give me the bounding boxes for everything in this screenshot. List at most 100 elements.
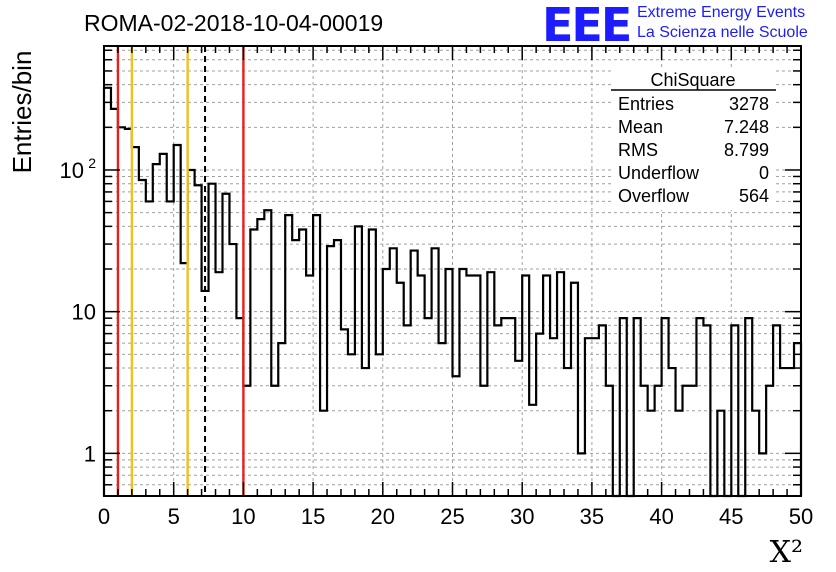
histogram-bin [320, 411, 327, 496]
histogram-bin [369, 230, 376, 496]
histogram-bin [153, 164, 160, 496]
histogram-bin [780, 368, 787, 496]
histogram-bin [536, 334, 543, 496]
histogram-bin [522, 275, 529, 496]
x-tick-label: 40 [649, 504, 673, 529]
y-tick-exponent: 2 [88, 155, 96, 171]
x-tick-label: 15 [301, 504, 325, 529]
x-tick-label: 0 [98, 504, 110, 529]
histogram-bin [494, 325, 501, 496]
histogram-bin [146, 201, 153, 496]
stats-box [611, 68, 776, 210]
x-axis-label: X² [770, 535, 803, 570]
x-tick-label: 30 [510, 504, 534, 529]
histogram-bin [222, 194, 229, 496]
brand-line-1: Extreme Energy Events [637, 4, 806, 21]
histogram-bin [299, 230, 306, 496]
histogram-bin [174, 145, 181, 496]
stats-label: RMS [618, 140, 658, 160]
histogram-bin [459, 269, 466, 496]
stats-label: Entries [618, 94, 674, 114]
histogram-bin [250, 230, 257, 496]
stats-title: ChiSquare [650, 70, 735, 90]
histogram-bin [787, 368, 794, 496]
histogram-bin [766, 386, 773, 496]
stats-label: Overflow [618, 186, 690, 206]
histogram-bin [669, 368, 676, 496]
histogram-bin [229, 244, 236, 496]
histogram-bin [662, 318, 669, 496]
stats-value: 7.248 [724, 117, 769, 137]
histogram-bin [139, 180, 146, 496]
histogram-bin [634, 318, 641, 496]
histogram-bin [383, 269, 390, 496]
x-tick-label: 45 [719, 504, 743, 529]
y-tick-label: 10 [60, 158, 84, 183]
histogram-bin [529, 405, 536, 496]
histogram-bin [696, 318, 703, 496]
histogram-bin [362, 368, 369, 496]
histogram-bin [606, 386, 613, 496]
histogram-bin [271, 386, 278, 496]
histogram-bin [341, 329, 348, 496]
histogram-bin [543, 275, 550, 496]
histogram-bin [306, 275, 313, 496]
histogram-bin [703, 325, 710, 496]
y-tick-label: 1 [84, 441, 96, 466]
histogram-bin [104, 88, 111, 496]
brand-text: Extreme Energy Events La Scienza nelle S… [637, 3, 808, 43]
stats-value: 564 [739, 186, 769, 206]
histogram-bin [571, 283, 578, 496]
histogram-bin [717, 411, 724, 496]
histogram-bin [160, 154, 167, 496]
histogram-bin [285, 215, 292, 496]
histogram-bin [404, 325, 411, 496]
histogram-bin [689, 386, 696, 496]
histogram-bin [480, 386, 487, 496]
histogram-bin [446, 269, 453, 496]
histogram-bin [278, 343, 285, 496]
histogram-bin [257, 219, 264, 496]
histogram-bin [209, 184, 216, 496]
histogram-bin [501, 318, 508, 496]
stats-value: 3278 [729, 94, 769, 114]
x-tick-label: 5 [168, 504, 180, 529]
histogram-bin [376, 354, 383, 496]
histogram-bin [425, 318, 432, 496]
x-tick-label: 25 [440, 504, 464, 529]
histogram-bin [195, 185, 202, 496]
brand-line-2: La Scienza nelle Scuole [637, 24, 808, 41]
histogram-bin [599, 325, 606, 496]
histogram-bin [466, 275, 473, 496]
stats-label: Underflow [618, 163, 700, 183]
histogram-bin [683, 386, 690, 496]
histogram-bin [676, 411, 683, 496]
histogram-bin [515, 361, 522, 496]
histogram-bin [327, 246, 334, 496]
histogram-bin [550, 338, 557, 496]
histogram-bin [313, 215, 320, 496]
histogram-bin [759, 453, 766, 496]
histogram-bin [473, 275, 480, 496]
histogram-bin [752, 411, 759, 496]
histogram-bin [641, 386, 648, 496]
chart-title: ROMA-02-2018-10-04-00019 [84, 10, 384, 36]
histogram-bin [432, 248, 439, 496]
histogram-bin [439, 343, 446, 496]
histogram-bin [578, 453, 585, 496]
histogram-bin [348, 354, 355, 496]
y-tick-label: 10 [72, 300, 96, 325]
histogram-bin [390, 248, 397, 496]
histogram-bin [334, 240, 341, 496]
stats-label: Mean [618, 117, 663, 137]
histogram-bin [411, 251, 418, 496]
histogram-bin [773, 325, 780, 496]
histogram-bin [397, 283, 404, 496]
x-tick-label: 20 [371, 504, 395, 529]
histogram-bin [564, 368, 571, 496]
histogram-bin [585, 338, 592, 496]
histogram-bin [731, 325, 738, 496]
histogram-bin [264, 210, 271, 496]
histogram-bin [620, 318, 627, 496]
